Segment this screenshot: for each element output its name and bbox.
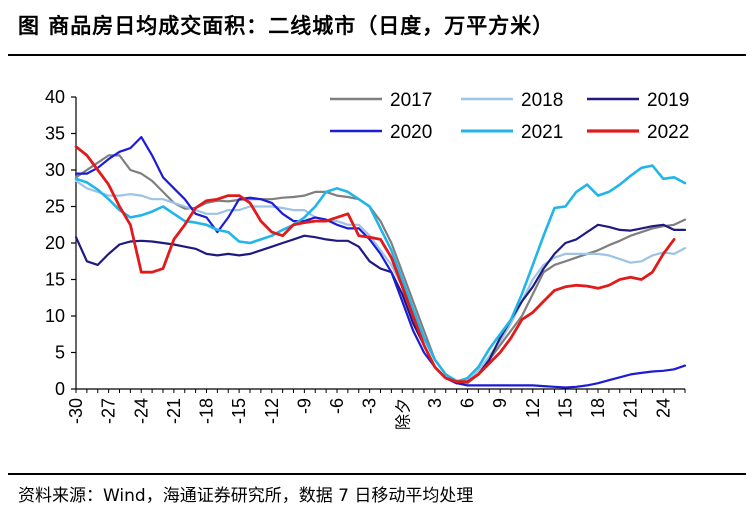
series-line-2019: [74, 223, 687, 385]
footer-rule: [8, 473, 746, 475]
y-tick-label: 20: [45, 233, 65, 253]
y-tick-label: 40: [45, 87, 65, 107]
x-tick-label: 24: [653, 398, 673, 418]
y-tick-label: 10: [45, 306, 65, 326]
y-tick-label: 25: [45, 197, 65, 217]
legend-label-2017: 2017: [390, 90, 432, 111]
x-tick-label: -3: [360, 398, 380, 414]
y-tick-label: 30: [45, 160, 65, 180]
x-tick-label: 15: [555, 398, 575, 418]
x-tick-label: -12: [262, 398, 282, 424]
title-rule: [8, 54, 746, 56]
legend-label-2022: 2022: [647, 122, 689, 143]
x-tick-label: -9: [294, 398, 314, 414]
y-axis: 0 5 10 15 20 25 30 35 40: [45, 87, 77, 399]
series-line-2022: [74, 145, 676, 384]
x-tick-label: -18: [197, 398, 217, 424]
legend: 2017 2018 2019 2020 2021 2022: [330, 90, 689, 143]
series-line-2021: [74, 164, 687, 383]
source-note: 资料来源：Wind，海通证券研究所，数据 7 日移动平均处理: [18, 486, 474, 506]
x-tick-label: -15: [229, 398, 249, 424]
y-tick-label: 35: [45, 124, 65, 144]
series-line-2018: [74, 179, 687, 383]
x-tick-label: 18: [588, 398, 608, 418]
x-tick-label: 21: [621, 398, 641, 418]
x-tick-label: 9: [490, 398, 510, 408]
x-tick-label: 除夕: [393, 398, 412, 430]
x-tick-label: -6: [327, 398, 347, 414]
page-title: 图 商品房日均成交面积：二线城市（日度，万平方米）: [18, 14, 555, 38]
y-tick-label: 0: [55, 379, 65, 399]
x-tick-label: -27: [99, 398, 119, 424]
x-tick-label: 6: [458, 398, 478, 408]
x-tick-label: -21: [164, 398, 184, 424]
legend-label-2018: 2018: [521, 90, 563, 111]
y-tick-label: 5: [55, 343, 65, 363]
x-tick-label: 12: [523, 398, 543, 418]
y-tick-label: 15: [45, 270, 65, 290]
series-lines: [74, 136, 687, 389]
series-line-2020: [74, 136, 687, 389]
legend-label-2020: 2020: [390, 122, 432, 143]
x-axis: -30 -27 -24 -21 -18 -15 -12 -9 -6 -3 除夕 3 6 9 12 15 18 21…: [66, 388, 686, 430]
legend-label-2019: 2019: [647, 90, 689, 111]
x-tick-label: 3: [425, 398, 445, 408]
legend-label-2021: 2021: [521, 122, 563, 143]
x-tick-label: -24: [131, 398, 151, 424]
x-tick-label: -30: [66, 398, 86, 424]
